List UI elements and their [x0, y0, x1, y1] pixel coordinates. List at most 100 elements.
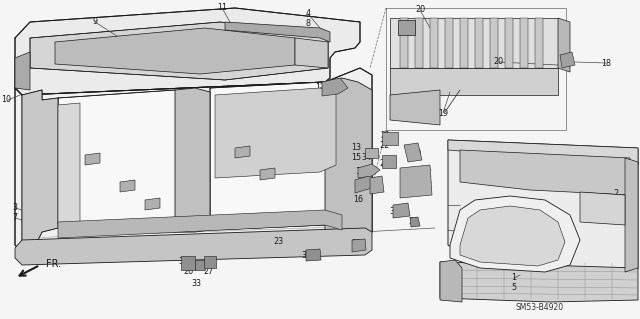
Polygon shape: [520, 18, 528, 68]
Polygon shape: [15, 68, 372, 252]
Text: 12: 12: [315, 84, 325, 93]
Polygon shape: [400, 18, 408, 68]
Polygon shape: [440, 260, 462, 302]
Text: 34: 34: [361, 152, 371, 161]
Polygon shape: [306, 249, 321, 261]
Text: 28: 28: [411, 174, 421, 182]
Polygon shape: [260, 168, 275, 180]
Text: 23: 23: [273, 238, 283, 247]
Text: 27: 27: [203, 268, 213, 277]
Text: 11: 11: [217, 4, 227, 12]
Polygon shape: [322, 78, 348, 96]
Polygon shape: [352, 239, 366, 252]
Polygon shape: [145, 198, 160, 210]
Polygon shape: [460, 206, 565, 266]
Polygon shape: [181, 256, 195, 270]
Polygon shape: [30, 22, 328, 80]
Text: 21: 21: [380, 131, 390, 140]
Polygon shape: [430, 18, 438, 68]
Polygon shape: [390, 90, 440, 125]
Text: 29: 29: [411, 149, 421, 158]
Polygon shape: [475, 18, 483, 68]
Text: 13: 13: [351, 144, 361, 152]
Text: 5: 5: [511, 284, 516, 293]
Polygon shape: [390, 68, 558, 95]
Polygon shape: [295, 38, 328, 68]
Polygon shape: [210, 82, 342, 230]
Text: 25: 25: [365, 181, 375, 189]
Polygon shape: [490, 18, 498, 68]
Text: 7: 7: [12, 213, 17, 222]
Polygon shape: [204, 256, 216, 268]
Text: 4: 4: [305, 10, 310, 19]
Polygon shape: [15, 8, 360, 95]
Text: 33: 33: [191, 278, 201, 287]
Text: 1: 1: [511, 273, 516, 283]
Polygon shape: [58, 103, 80, 225]
Polygon shape: [558, 18, 570, 72]
Text: 36: 36: [408, 218, 418, 226]
Polygon shape: [225, 22, 330, 42]
Polygon shape: [382, 155, 396, 168]
Text: 20: 20: [415, 5, 425, 14]
Polygon shape: [58, 210, 342, 238]
Text: 35: 35: [178, 256, 188, 265]
Text: 2: 2: [613, 189, 619, 197]
Polygon shape: [358, 164, 380, 178]
Polygon shape: [175, 88, 210, 232]
Polygon shape: [535, 18, 543, 68]
Polygon shape: [625, 158, 638, 272]
Polygon shape: [370, 176, 384, 194]
Text: FR.: FR.: [46, 259, 61, 269]
Text: 8: 8: [305, 19, 310, 28]
Text: 18: 18: [601, 58, 611, 68]
Text: 6: 6: [614, 198, 618, 207]
Polygon shape: [560, 52, 575, 68]
Polygon shape: [215, 88, 336, 178]
Polygon shape: [325, 78, 372, 242]
Text: 19: 19: [438, 108, 448, 117]
Text: 31: 31: [351, 239, 361, 248]
Text: 3: 3: [13, 204, 17, 212]
Polygon shape: [195, 260, 205, 270]
Text: 15: 15: [351, 153, 361, 162]
Polygon shape: [505, 18, 513, 68]
Polygon shape: [55, 28, 295, 74]
Text: 24: 24: [379, 159, 389, 167]
Polygon shape: [22, 90, 58, 248]
Text: 30: 30: [389, 207, 399, 217]
Text: 20: 20: [493, 57, 503, 66]
Polygon shape: [404, 143, 422, 162]
Polygon shape: [398, 20, 415, 35]
Polygon shape: [15, 228, 372, 265]
Polygon shape: [460, 18, 468, 68]
Text: 16: 16: [353, 196, 363, 204]
Polygon shape: [355, 175, 372, 193]
Text: 26: 26: [183, 268, 193, 277]
Polygon shape: [448, 140, 638, 280]
Polygon shape: [120, 180, 135, 192]
Polygon shape: [415, 18, 423, 68]
Text: 17: 17: [355, 167, 365, 176]
Text: 14: 14: [315, 93, 325, 102]
Polygon shape: [393, 203, 410, 218]
Polygon shape: [365, 148, 378, 158]
Text: 22: 22: [380, 142, 390, 151]
Polygon shape: [400, 165, 432, 198]
Polygon shape: [410, 217, 420, 227]
Text: 32: 32: [301, 251, 311, 261]
Text: 9: 9: [92, 18, 97, 26]
Polygon shape: [448, 140, 638, 165]
Polygon shape: [235, 146, 250, 158]
Polygon shape: [450, 196, 580, 272]
Polygon shape: [390, 18, 558, 68]
Polygon shape: [580, 192, 625, 225]
Polygon shape: [440, 262, 638, 302]
Polygon shape: [445, 18, 453, 68]
Text: 10: 10: [1, 95, 11, 105]
Polygon shape: [460, 150, 630, 195]
Polygon shape: [15, 52, 30, 90]
Text: SM53-B4920: SM53-B4920: [516, 303, 564, 313]
Polygon shape: [85, 153, 100, 165]
Polygon shape: [382, 132, 398, 145]
